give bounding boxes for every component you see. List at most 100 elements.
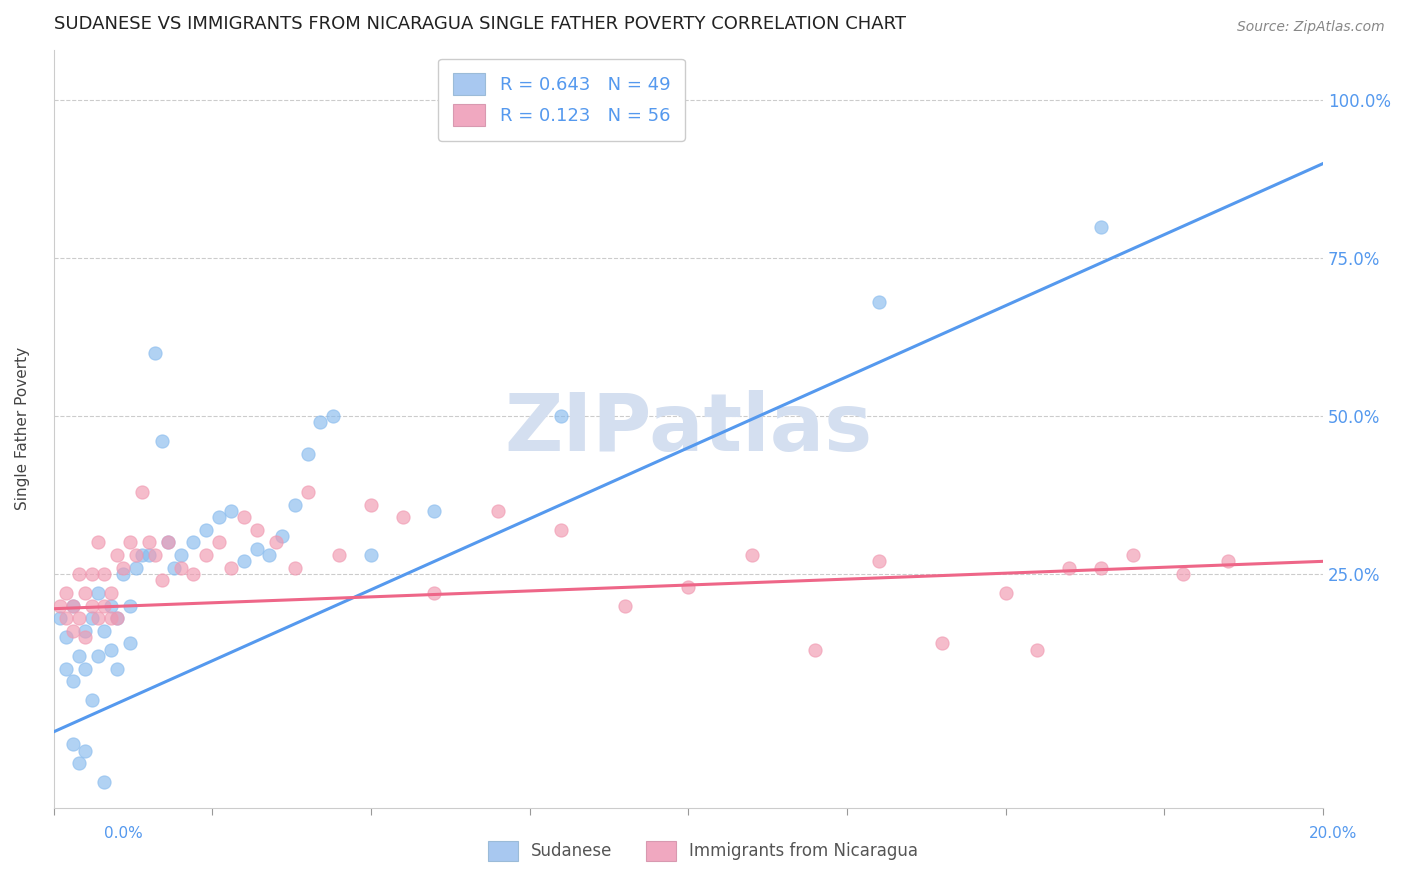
Point	[62, 599, 84, 613]
Point	[328, 548, 350, 562]
Point	[87, 648, 110, 663]
Point	[550, 409, 572, 423]
Y-axis label: Single Father Poverty: Single Father Poverty	[15, 347, 30, 510]
Point	[55, 611, 77, 625]
Point	[49, 611, 72, 625]
Point	[284, 560, 307, 574]
Point	[221, 560, 243, 574]
Text: SUDANESE VS IMMIGRANTS FROM NICARAGUA SINGLE FATHER POVERTY CORRELATION CHART: SUDANESE VS IMMIGRANTS FROM NICARAGUA SI…	[53, 15, 905, 33]
Point	[125, 560, 148, 574]
Point	[550, 523, 572, 537]
Point	[169, 548, 191, 562]
Point	[156, 535, 179, 549]
Point	[271, 529, 294, 543]
Point	[93, 624, 115, 638]
Point	[105, 611, 128, 625]
Point	[309, 416, 332, 430]
Point	[67, 648, 90, 663]
Point	[112, 560, 135, 574]
Point	[100, 611, 122, 625]
Point	[125, 548, 148, 562]
Point	[613, 599, 636, 613]
Point	[131, 484, 153, 499]
Point	[322, 409, 344, 423]
Point	[75, 586, 97, 600]
Point	[423, 586, 446, 600]
Point	[169, 560, 191, 574]
Point	[67, 611, 90, 625]
Point	[62, 674, 84, 689]
Point	[67, 756, 90, 771]
Point	[391, 510, 413, 524]
Point	[105, 662, 128, 676]
Point	[62, 738, 84, 752]
Point	[100, 599, 122, 613]
Point	[804, 642, 827, 657]
Point	[233, 554, 256, 568]
Text: ZIPatlas: ZIPatlas	[505, 390, 873, 467]
Point	[105, 611, 128, 625]
Point	[93, 775, 115, 789]
Point	[100, 586, 122, 600]
Point	[1026, 642, 1049, 657]
Point	[87, 586, 110, 600]
Point	[55, 662, 77, 676]
Point	[75, 662, 97, 676]
Point	[1173, 566, 1195, 581]
Point	[194, 548, 217, 562]
Point	[150, 574, 173, 588]
Point	[246, 523, 269, 537]
Point	[931, 636, 953, 650]
Point	[246, 541, 269, 556]
Point	[264, 535, 287, 549]
Point	[93, 599, 115, 613]
Point	[131, 548, 153, 562]
Point	[80, 599, 103, 613]
Legend: Sudanese, Immigrants from Nicaragua: Sudanese, Immigrants from Nicaragua	[481, 834, 925, 868]
Point	[297, 447, 319, 461]
Point	[143, 548, 166, 562]
Point	[423, 504, 446, 518]
Point	[112, 566, 135, 581]
Point	[118, 636, 141, 650]
Point	[678, 580, 700, 594]
Point	[62, 624, 84, 638]
Point	[1090, 560, 1112, 574]
Point	[741, 548, 763, 562]
Point	[80, 693, 103, 707]
Text: 0.0%: 0.0%	[104, 826, 143, 840]
Point	[80, 566, 103, 581]
Point	[181, 566, 204, 581]
Point	[208, 510, 231, 524]
Text: Source: ZipAtlas.com: Source: ZipAtlas.com	[1237, 20, 1385, 34]
Point	[67, 566, 90, 581]
Point	[194, 523, 217, 537]
Point	[138, 535, 160, 549]
Point	[1216, 554, 1239, 568]
Point	[87, 535, 110, 549]
Point	[75, 624, 97, 638]
Point	[994, 586, 1017, 600]
Point	[156, 535, 179, 549]
Legend: R = 0.643   N = 49, R = 0.123   N = 56: R = 0.643 N = 49, R = 0.123 N = 56	[439, 59, 685, 141]
Point	[105, 548, 128, 562]
Point	[62, 599, 84, 613]
Point	[360, 548, 382, 562]
Text: 20.0%: 20.0%	[1309, 826, 1357, 840]
Point	[55, 630, 77, 644]
Point	[1090, 219, 1112, 234]
Point	[80, 611, 103, 625]
Point	[181, 535, 204, 549]
Point	[163, 560, 186, 574]
Point	[297, 484, 319, 499]
Point	[75, 744, 97, 758]
Point	[100, 642, 122, 657]
Point	[150, 434, 173, 449]
Point	[233, 510, 256, 524]
Point	[138, 548, 160, 562]
Point	[87, 611, 110, 625]
Point	[75, 630, 97, 644]
Point	[49, 599, 72, 613]
Point	[284, 498, 307, 512]
Point	[118, 535, 141, 549]
